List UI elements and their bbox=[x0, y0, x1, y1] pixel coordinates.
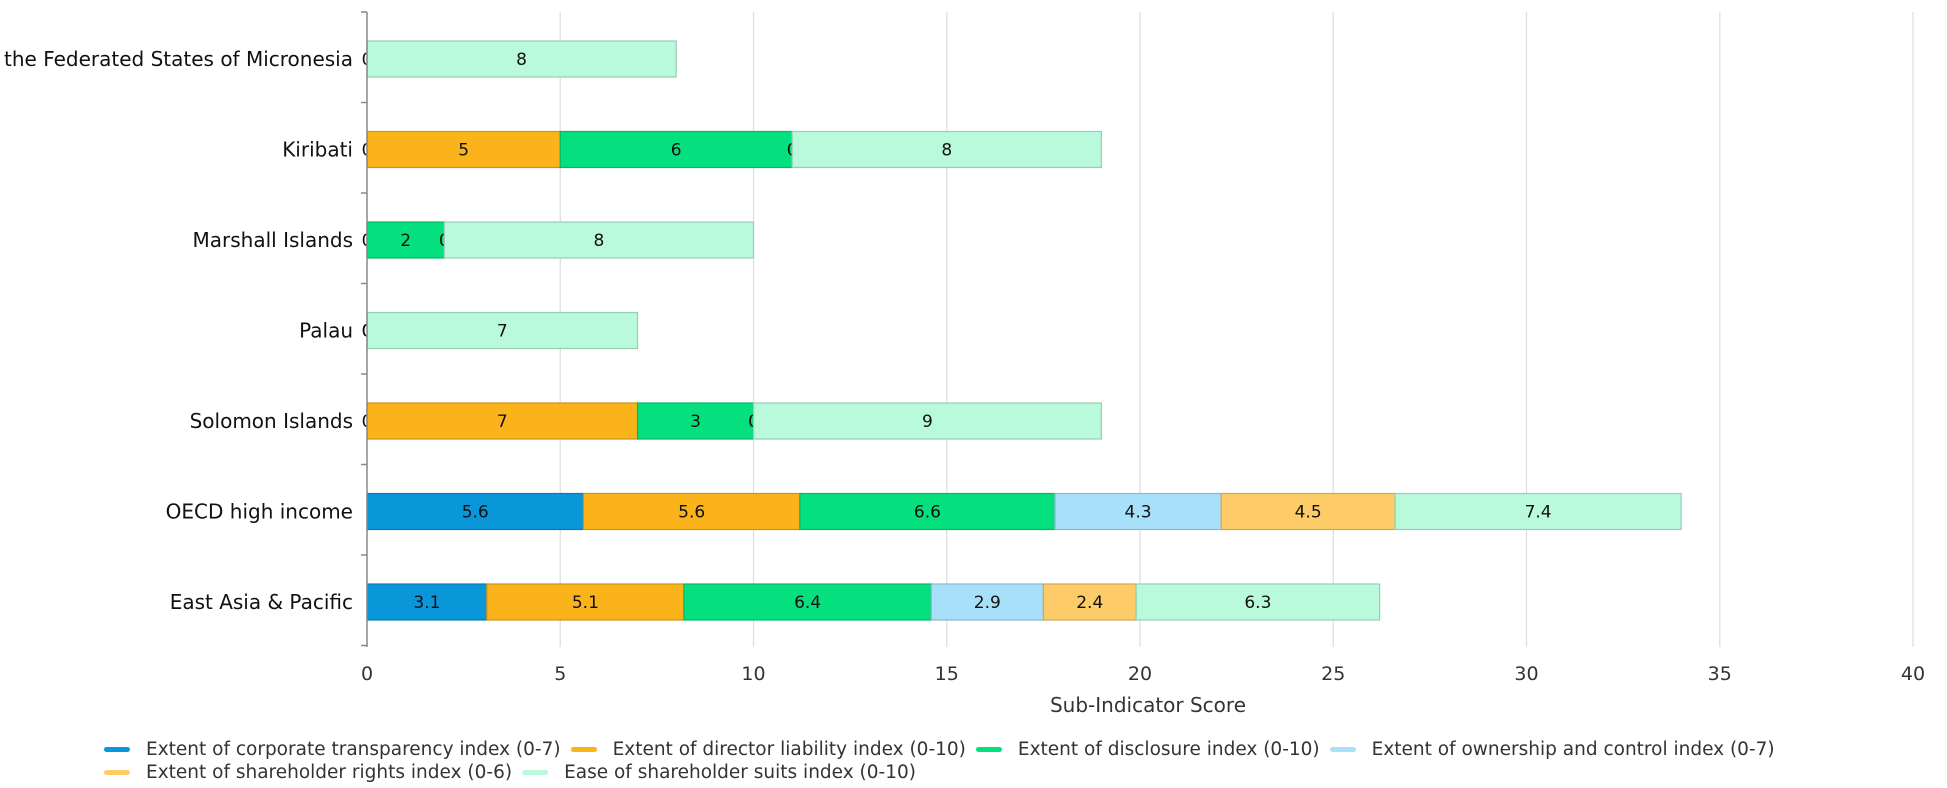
x-axis-title: Sub-Indicator Score bbox=[1050, 693, 1246, 717]
x-tick-label: 35 bbox=[1708, 663, 1732, 685]
legend-item: Extent of corporate transparency index (… bbox=[100, 738, 561, 761]
x-tick-label: 5 bbox=[554, 663, 566, 685]
bar-segment bbox=[1220, 492, 1396, 531]
legend-label: Extent of director liability index (0-10… bbox=[612, 739, 966, 760]
bar-segment bbox=[791, 130, 1102, 169]
legend-item: Ease of shareholder suits index (0-10) bbox=[518, 761, 916, 784]
data-label: 4.5 bbox=[1295, 503, 1322, 523]
legend-swatch bbox=[1329, 747, 1356, 752]
category-label: the Federated States of Micronesia bbox=[4, 47, 353, 71]
bar-segment bbox=[1394, 492, 1682, 531]
bar-segment bbox=[1042, 583, 1137, 621]
legend-swatch bbox=[104, 770, 130, 775]
category-label: OECD high income bbox=[166, 500, 353, 524]
legend-swatch bbox=[522, 770, 549, 775]
data-label: 7 bbox=[497, 322, 508, 342]
data-label: 6.3 bbox=[1244, 593, 1271, 613]
category-label: Marshall Islands bbox=[193, 228, 353, 252]
bar-segment bbox=[752, 402, 1102, 440]
category-label: East Asia & Pacific bbox=[170, 590, 353, 614]
x-tick-label: 20 bbox=[1128, 663, 1152, 685]
legend-swatch bbox=[975, 747, 1002, 752]
data-label: 2.9 bbox=[974, 593, 1001, 613]
legend-swatch bbox=[570, 747, 597, 752]
x-tick-label: 40 bbox=[1901, 663, 1925, 685]
category-label: Kiribati bbox=[282, 138, 353, 162]
stacked-bar-chart: 08056080208007073095.65.66.64.34.57.43.1… bbox=[4, 11, 1925, 717]
data-label: 9 bbox=[922, 412, 933, 432]
category-label: Solomon Islands bbox=[190, 409, 353, 433]
bar-segment bbox=[582, 492, 801, 531]
x-tick-label: 0 bbox=[361, 663, 373, 685]
legend-item: Extent of disclosure index (0-10) bbox=[972, 738, 1320, 761]
data-label: 6.4 bbox=[794, 593, 821, 613]
data-label: 7.4 bbox=[1525, 503, 1552, 523]
data-label: 5.1 bbox=[572, 593, 599, 613]
bar-segment bbox=[486, 583, 685, 621]
data-label: 3 bbox=[690, 412, 701, 432]
bar-segment bbox=[1054, 492, 1222, 531]
x-tick-label: 10 bbox=[741, 663, 765, 685]
data-label: 3.1 bbox=[413, 593, 440, 613]
x-tick-label: 15 bbox=[935, 663, 959, 685]
data-label: 5 bbox=[458, 141, 469, 161]
chart-legend: Extent of corporate transparency index (… bbox=[100, 738, 1920, 784]
bar-segment bbox=[683, 583, 932, 621]
data-label: 2.4 bbox=[1076, 593, 1103, 613]
data-label: 2 bbox=[400, 231, 411, 251]
bar-segment bbox=[443, 221, 755, 259]
x-tick-label: 25 bbox=[1321, 663, 1345, 685]
data-label: 6 bbox=[671, 141, 682, 161]
bar-segment bbox=[799, 492, 1056, 531]
legend-label: Extent of ownership and control index (0… bbox=[1371, 739, 1775, 760]
bars: 08056080208007073095.65.66.64.34.57.43.1… bbox=[362, 40, 1682, 621]
bar-segment bbox=[559, 130, 793, 169]
legend-label: Extent of disclosure index (0-10) bbox=[1017, 739, 1320, 760]
data-label: 7 bbox=[497, 412, 508, 432]
legend-item: Extent of ownership and control index (0… bbox=[1326, 738, 1775, 761]
category-label: Palau bbox=[299, 319, 353, 343]
data-label: 6.6 bbox=[914, 503, 941, 523]
legend-label: Ease of shareholder suits index (0-10) bbox=[564, 762, 916, 783]
data-label: 8 bbox=[593, 231, 604, 251]
legend-item: Extent of shareholder rights index (0-6) bbox=[100, 761, 512, 784]
legend-swatch bbox=[104, 747, 130, 752]
grid-lines bbox=[559, 12, 1914, 647]
bar-segment bbox=[930, 583, 1044, 621]
legend-item: Extent of director liability index (0-10… bbox=[567, 738, 966, 761]
bar-segment bbox=[1135, 583, 1381, 621]
bar-segment bbox=[636, 402, 755, 440]
data-label: 5.6 bbox=[462, 503, 489, 523]
data-label: 8 bbox=[516, 50, 527, 70]
x-tick-label: 30 bbox=[1514, 663, 1538, 685]
legend-label: Extent of shareholder rights index (0-6) bbox=[146, 762, 513, 783]
bar-segment bbox=[366, 402, 639, 440]
legend-label: Extent of corporate transparency index (… bbox=[146, 739, 561, 760]
data-label: 5.6 bbox=[678, 503, 705, 523]
bar-segment bbox=[366, 40, 677, 78]
data-label: 8 bbox=[941, 141, 952, 161]
data-label: 4.3 bbox=[1125, 503, 1152, 523]
bar-segment bbox=[366, 311, 639, 350]
